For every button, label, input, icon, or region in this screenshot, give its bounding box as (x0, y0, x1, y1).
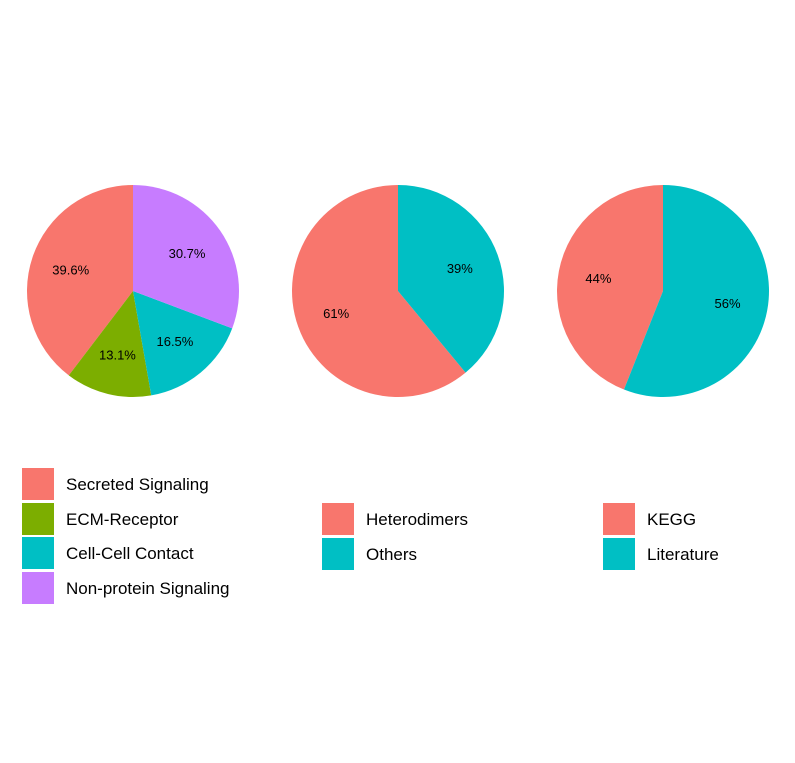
legend-label: Literature (647, 544, 719, 564)
slice-data-label: 30.7% (169, 246, 206, 261)
legend-label: ECM-Receptor (66, 509, 179, 529)
legend-label: Non-protein Signaling (66, 579, 230, 599)
legend-label: Cell-Cell Contact (66, 544, 194, 564)
legend-label: Others (366, 544, 418, 564)
pie-chart-3: 44% 56% (557, 185, 770, 398)
legend-key-swatch (603, 503, 635, 535)
slice-data-label: 39% (447, 261, 473, 276)
pie-chart-1: 39.6% 13.1% 16.5% 30.7% (27, 185, 240, 397)
legend-key-swatch (322, 503, 354, 535)
legend-key-swatch (322, 537, 354, 570)
legend-label: KEGG (647, 510, 697, 529)
legend-key-swatch (22, 537, 54, 570)
slice-data-label: 44% (585, 271, 611, 286)
legend-label: Secreted Signaling (66, 475, 209, 494)
slice-data-label: 13.1% (99, 347, 136, 362)
pie-slice-ecm-receptor (68, 291, 152, 397)
pie-slice-secreted-signaling (27, 185, 134, 376)
pie-slice-cell-cell-contact (133, 291, 233, 396)
slice-data-label: 16.5% (156, 334, 193, 349)
slice-data-label: 39.6% (52, 262, 89, 277)
slice-data-label: 56% (715, 296, 741, 311)
pie-chart-2: 61% 39% (292, 185, 505, 397)
pie-slice-non-protein-signaling (133, 185, 240, 329)
legend-key-swatch (22, 502, 54, 535)
legend-key-swatch (22, 572, 54, 605)
pie-slice-kegg (557, 185, 663, 390)
legend-key-swatch (22, 468, 54, 500)
pie-slice-others (398, 185, 505, 373)
pie-slice-heterodimers (292, 185, 466, 397)
pie-slice-literature (623, 185, 770, 398)
legend-label: Heterodimers (366, 510, 469, 529)
legend-key-swatch (603, 537, 635, 570)
slice-data-label: 61% (323, 306, 349, 321)
